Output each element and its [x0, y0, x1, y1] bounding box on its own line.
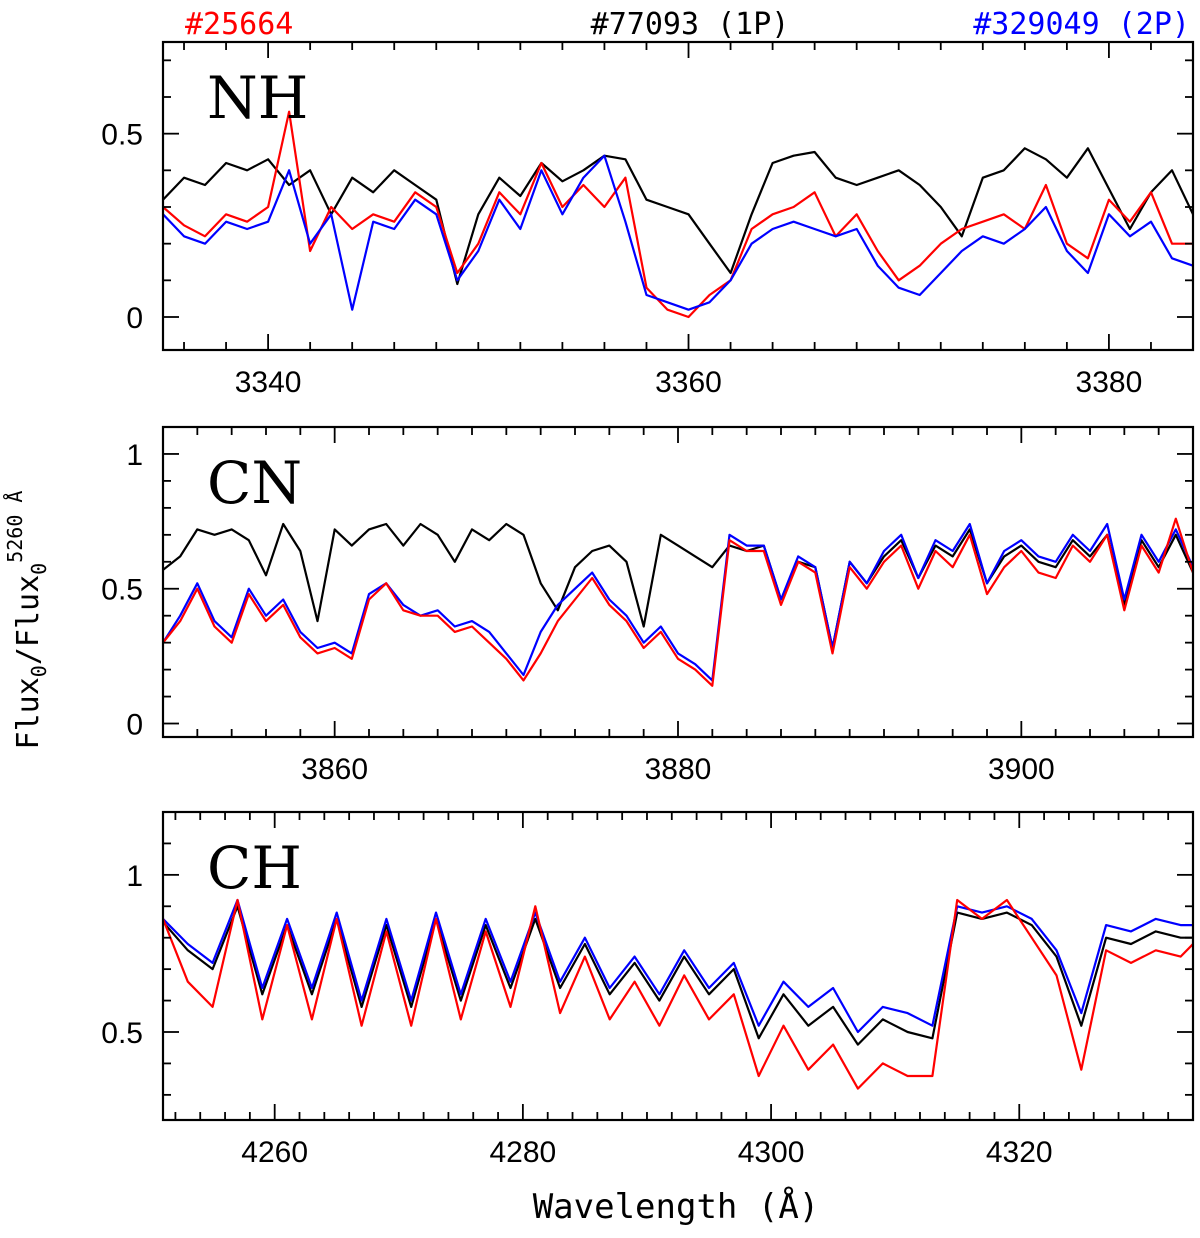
nh-ytick-label: 0 — [126, 302, 143, 335]
panel-cn: 3860 3880 3900 0 0.5 1 CN — [101, 425, 1195, 786]
cn-panel-label: CN — [207, 449, 302, 517]
panel-nh: 3340 3360 3380 0 0.5 NH — [101, 40, 1195, 399]
ch-xtick-label: 4320 — [986, 1136, 1053, 1169]
nh-xtick-label: 3340 — [235, 366, 302, 399]
ch-axes-frame — [161, 810, 1195, 1122]
cn-series-25664 — [163, 517, 1193, 687]
cn-axes-frame — [161, 425, 1195, 739]
ch-xtick-label: 4260 — [241, 1136, 308, 1169]
nh-panel-label: NH — [207, 64, 308, 132]
cn-xtick-label: 3880 — [645, 753, 712, 786]
cn-xtick-label: 3900 — [988, 753, 1055, 786]
nh-xtick-label: 3360 — [655, 366, 722, 399]
nh-series-770931p — [163, 147, 1193, 286]
cn-ytick-label: 0 — [126, 709, 143, 742]
x-axis-label: Wavelength (Å) — [533, 1186, 820, 1227]
ch-panel-label: CH — [207, 834, 302, 902]
ch-ytick-label: 1 — [126, 860, 143, 893]
ch-xtick-label: 4280 — [490, 1136, 557, 1169]
cn-series-770931p — [163, 522, 1193, 650]
legend-329049: #329049 (2P) — [973, 7, 1190, 42]
legend-25664: #25664 — [185, 7, 293, 42]
cn-ytick-label: 0.5 — [101, 574, 143, 607]
ch-ytick-label: 0.5 — [101, 1017, 143, 1050]
cn-ytick-label: 1 — [126, 439, 143, 472]
ch-xtick-label: 4300 — [738, 1136, 805, 1169]
nh-series-3290492p — [163, 154, 1193, 311]
nh-xtick-label: 3380 — [1076, 366, 1143, 399]
panel-ch: 4260 4280 4300 4320 0.5 1 CH — [101, 810, 1195, 1169]
nh-series-25664 — [163, 110, 1193, 319]
ch-series-25664 — [163, 898, 1193, 1090]
nh-axes-frame — [161, 40, 1195, 352]
ch-series-3290492p — [163, 898, 1193, 1034]
y-axis-label: Flux0/Flux05260 Å — [3, 491, 51, 750]
cn-xtick-label: 3860 — [301, 753, 368, 786]
legend-77093: #77093 (1P) — [591, 7, 790, 42]
cn-series-3290492p — [163, 522, 1193, 682]
nh-ytick-label: 0.5 — [101, 119, 143, 152]
